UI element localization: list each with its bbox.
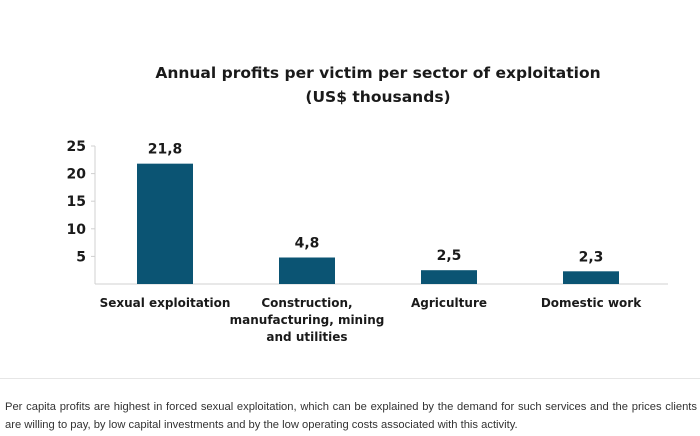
bar: [137, 163, 193, 284]
category-label: and utilities: [266, 330, 347, 344]
y-tick-label: 5: [76, 249, 86, 265]
data-label: 4,8: [295, 236, 320, 252]
divider: [0, 378, 700, 379]
category-label: manufacturing, mining: [230, 313, 385, 327]
category-label: Domestic work: [541, 296, 642, 310]
category-label: Sexual exploitation: [100, 296, 231, 310]
bar: [563, 271, 619, 284]
data-label: 2,5: [437, 248, 462, 264]
data-label: 2,3: [579, 249, 604, 265]
chart-title-line: Annual profits per victim per sector of …: [155, 64, 600, 82]
category-label: Agriculture: [411, 296, 487, 310]
data-label: 21,8: [148, 142, 183, 158]
chart-title-line: (US$ thousands): [305, 88, 450, 106]
y-tick-label: 20: [67, 167, 87, 183]
y-tick-label: 25: [67, 139, 86, 155]
category-label: Construction,: [261, 296, 352, 310]
bar: [421, 270, 477, 284]
y-tick-label: 10: [67, 222, 87, 238]
y-tick-label: 15: [67, 194, 86, 210]
bar: [279, 257, 335, 284]
chart-caption: Per capita profits are highest in forced…: [5, 401, 697, 431]
bar-chart: Annual profits per victim per sector of …: [67, 64, 668, 344]
